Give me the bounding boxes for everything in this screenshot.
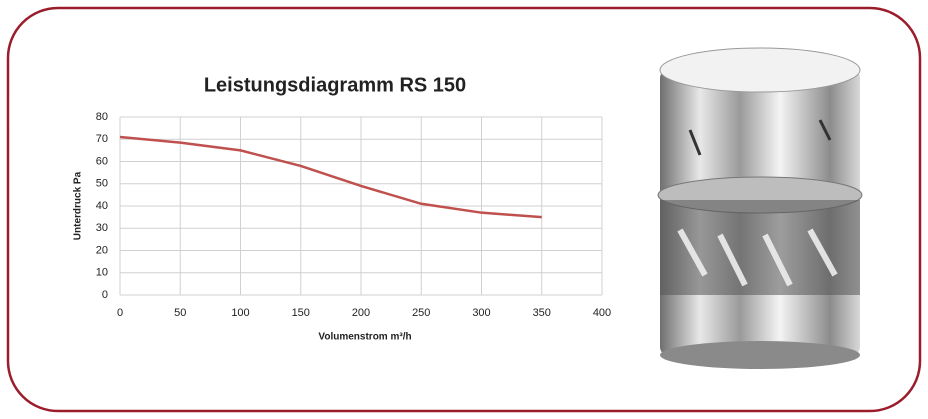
x-tick-label: 250 [412, 307, 430, 319]
y-tick-label: 50 [96, 178, 108, 190]
x-tick-label: 350 [533, 307, 551, 319]
y-axis-label: Unterdruck Pa [73, 171, 84, 240]
chart-title: Leistungsdiagramm RS 150 [204, 74, 466, 96]
x-tick-label: 150 [292, 307, 310, 319]
x-tick-label: 400 [593, 307, 611, 319]
y-tick-label: 60 [96, 155, 108, 167]
x-axis-label: Volumenstrom m³/h [318, 332, 411, 343]
x-tick-label: 100 [231, 307, 249, 319]
y-tick-label: 70 [96, 133, 108, 145]
x-tick-label: 0 [117, 307, 123, 319]
x-tick-label: 300 [472, 307, 490, 319]
y-tick-label: 20 [96, 244, 108, 256]
y-tick-label: 30 [96, 222, 108, 234]
y-tick-label: 80 [96, 111, 108, 123]
y-tick-label: 40 [96, 200, 108, 212]
x-tick-label: 200 [352, 307, 370, 319]
y-tick-label: 10 [96, 267, 108, 279]
x-tick-label: 50 [174, 307, 186, 319]
page: Leistungsdiagramm RS 150 Volumenstrom m³… [0, 0, 928, 419]
product-photo [658, 48, 862, 369]
y-tick-label: 0 [102, 289, 108, 301]
